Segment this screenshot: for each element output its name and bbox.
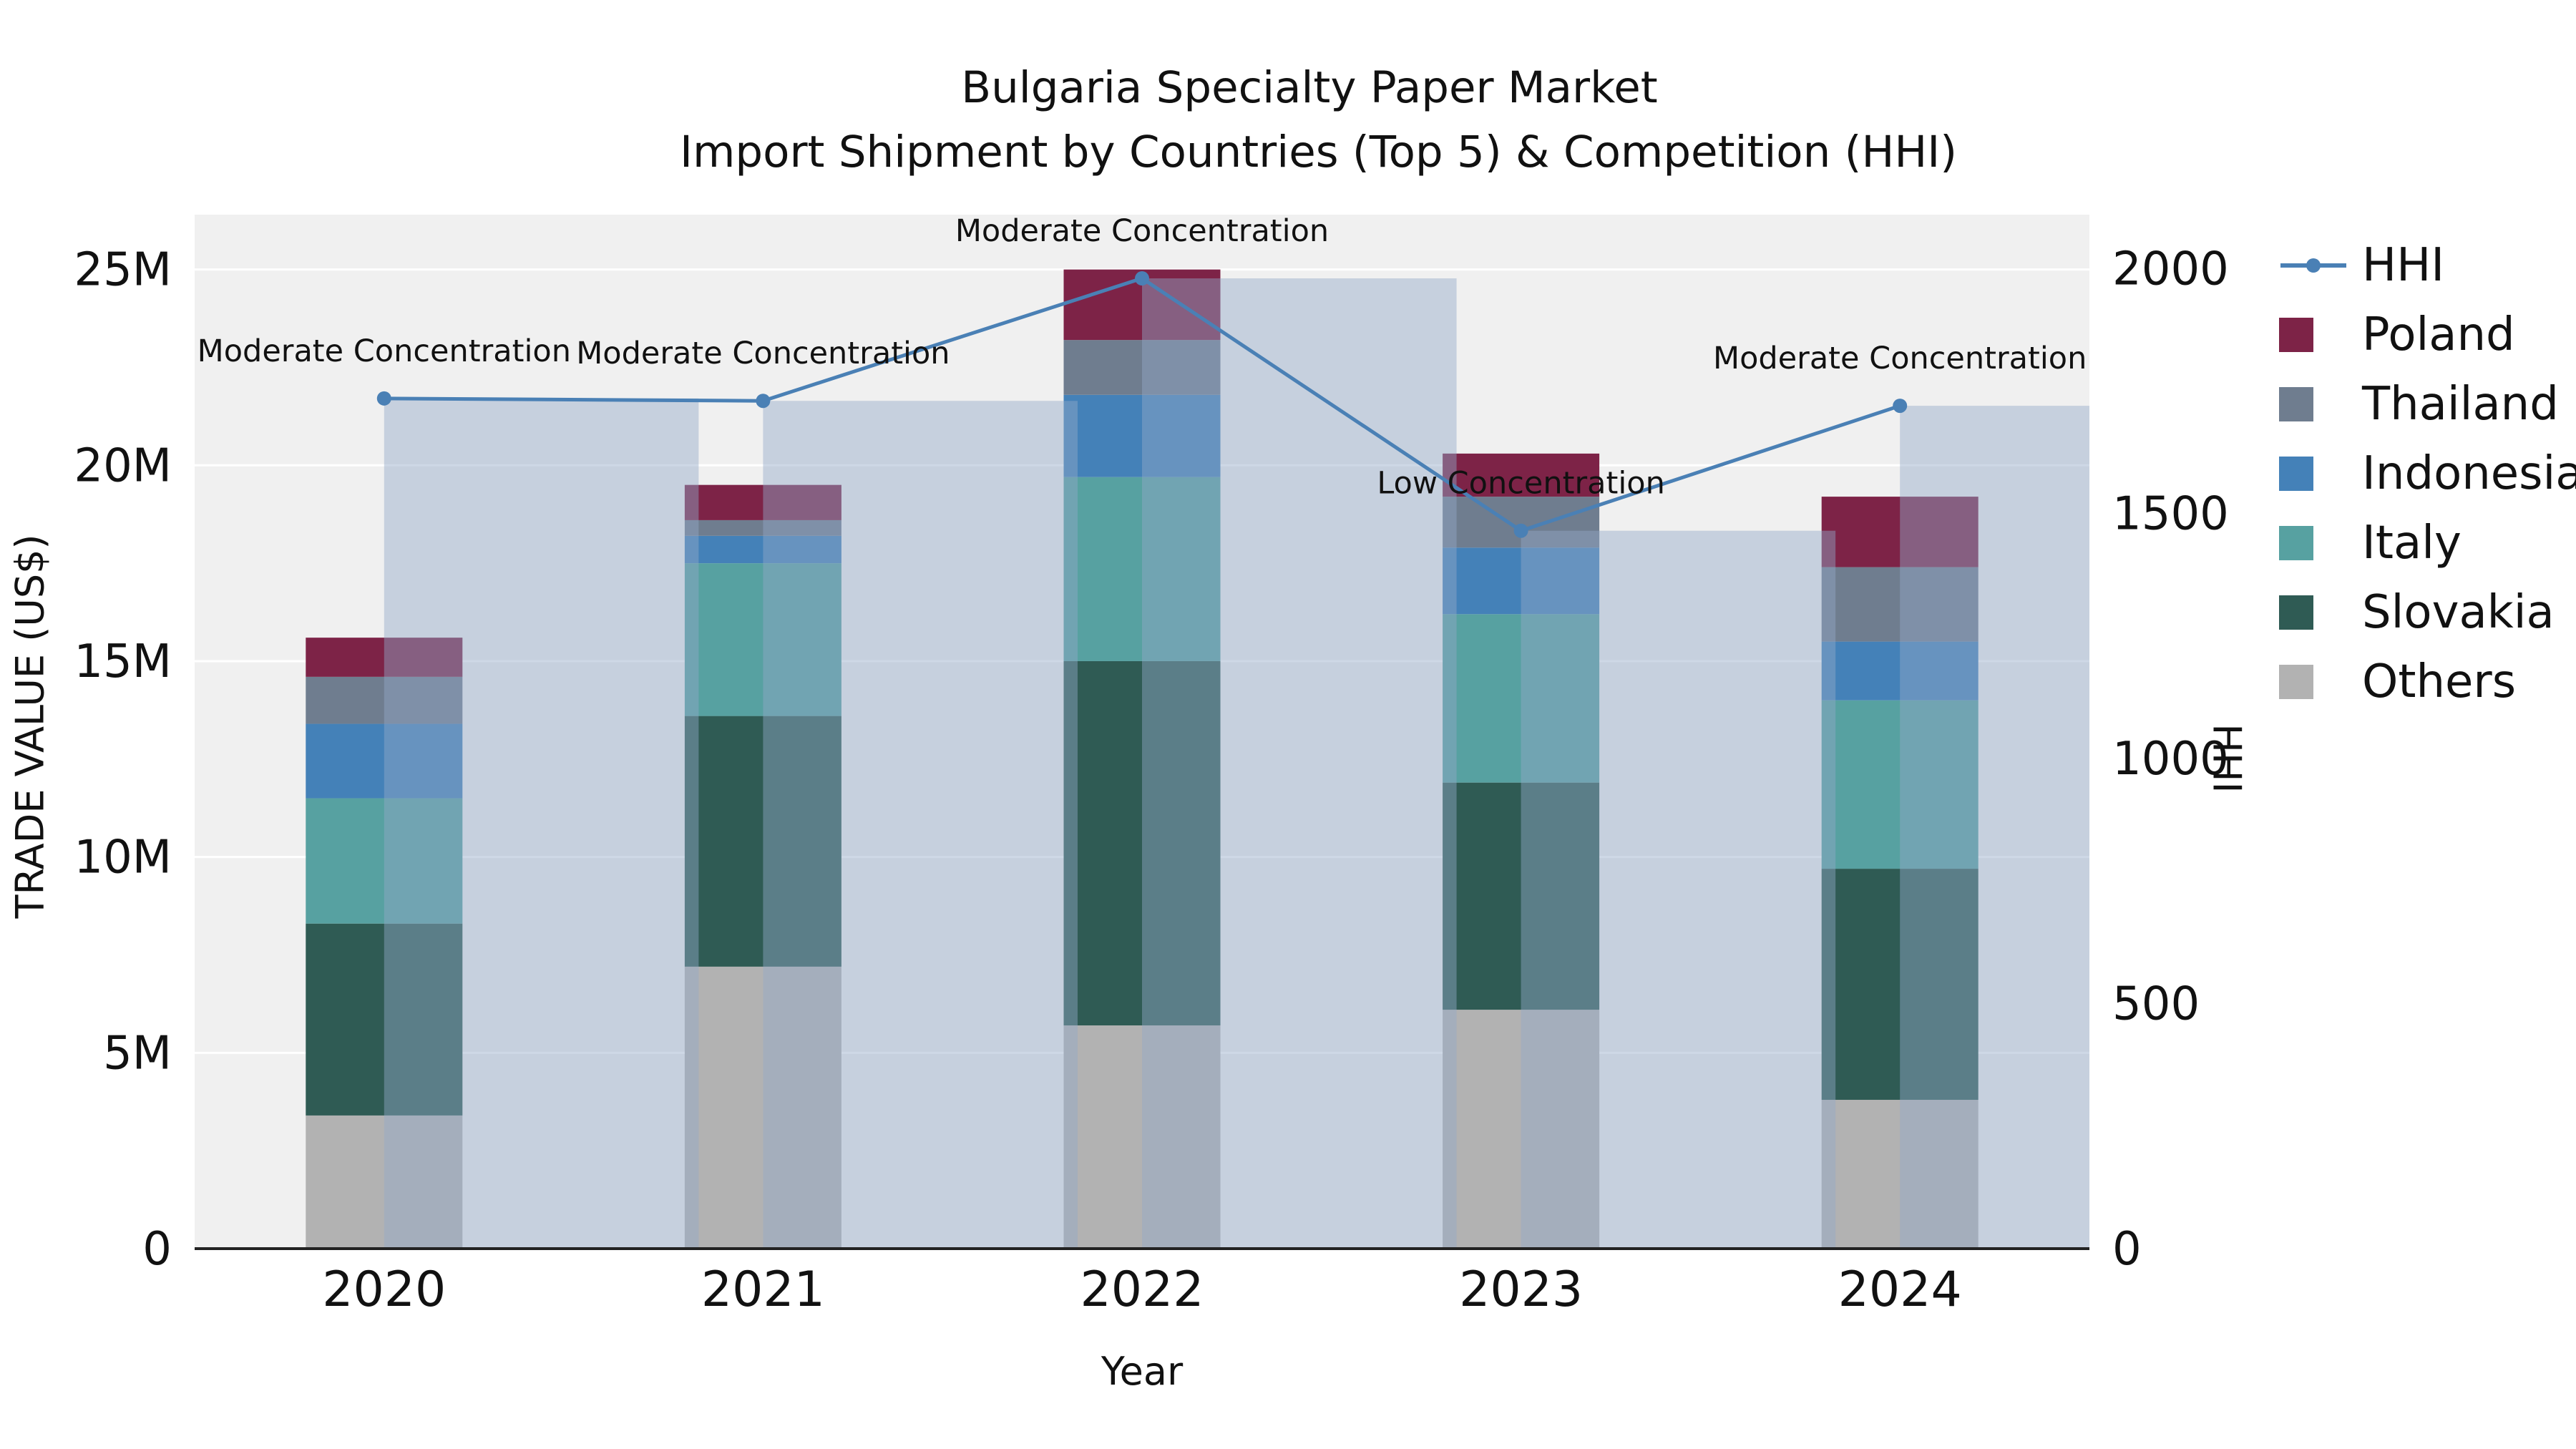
page-title: Bulgaria Specialty Paper Market Import S… (680, 56, 1957, 185)
legend-label: Others (2362, 655, 2517, 708)
x-tick-2022: 2022 (1080, 1262, 1204, 1318)
hhi-bar-2022 (1142, 278, 1457, 1249)
chart-title-line1: Bulgaria Specialty Paper Market (961, 62, 1658, 113)
y-left-tick: 0 (142, 1223, 172, 1276)
legend: HHI Poland Thailand Indonesia Italy Slovakia O… (2279, 230, 2576, 716)
x-tick-2021: 2021 (701, 1262, 825, 1318)
chart-title-line2: Import Shipment by Countries (Top 5) & C… (680, 127, 1957, 177)
legend-label: Slovakia (2362, 585, 2555, 639)
annotation-2024: Moderate Concentration (1713, 341, 2087, 376)
y-right-tick: 1500 (2112, 488, 2229, 541)
color-swatch (2279, 386, 2313, 421)
legend-label: HHI (2362, 238, 2445, 292)
hhi-marker-2024 (1893, 399, 1908, 414)
legend-item-thailand: Thailand (2279, 369, 2576, 439)
color-swatch (2279, 317, 2313, 352)
bar-2020-italy (306, 798, 463, 924)
bar-2021-others (684, 966, 841, 1249)
hhi-bar-2024 (1900, 406, 2089, 1249)
y-right-axis-title: HHI (2204, 723, 2250, 794)
x-axis-title: Year (1101, 1349, 1184, 1394)
y-right-tick: 1000 (2112, 733, 2229, 786)
hhi-line-icon (2279, 255, 2353, 276)
bar-2021-italy (684, 563, 841, 716)
bar-2022-italy (1063, 477, 1221, 661)
bar-2023-poland (1443, 453, 1600, 497)
legend-item-slovakia: Slovakia (2279, 577, 2576, 647)
bar-2021-indonesia (684, 535, 841, 564)
bar-2023-others (1443, 1010, 1600, 1249)
bar-2021-slovakia (684, 716, 841, 967)
italy-swatch-icon (2279, 525, 2353, 560)
y-left-tick: 25M (74, 244, 172, 297)
bar-2024-thailand (1821, 567, 1979, 642)
bar-2023-slovakia (1443, 782, 1600, 1010)
bar-2024-poland (1821, 497, 1979, 567)
bar-2020-thailand (306, 676, 463, 724)
hhi-bar-2023 (1521, 530, 1836, 1249)
bar-2021-thailand (684, 519, 841, 536)
y-right-tick: 0 (2112, 1223, 2142, 1276)
indonesia-swatch-icon (2279, 456, 2353, 491)
bar-2021-poland (684, 484, 841, 520)
bar-2023-thailand (1443, 497, 1600, 548)
bar-2023-indonesia (1443, 547, 1600, 615)
hhi-marker-2020 (376, 391, 391, 406)
bar-2020-indonesia (306, 723, 463, 799)
legend-item-indonesia: Indonesia (2279, 439, 2576, 508)
x-tick-2020: 2020 (322, 1262, 446, 1318)
slovakia-swatch-icon (2279, 595, 2353, 630)
y-left-axis-title: TRADE VALUE (US$) (7, 534, 53, 919)
y-right-tick: 500 (2112, 978, 2200, 1031)
bar-2022-indonesia (1063, 394, 1221, 477)
legend-item-others: Others (2279, 647, 2576, 716)
annotation-2020: Moderate Concentration (197, 333, 571, 369)
poland-swatch-icon (2279, 317, 2353, 352)
legend-item-hhi: HHI (2279, 230, 2576, 300)
hhi-marker-2022 (1135, 271, 1149, 286)
hhi-marker-2023 (1513, 523, 1528, 538)
hhi-marker-2021 (756, 394, 771, 409)
hhi-bar-2021 (763, 401, 1078, 1249)
bar-2020-slovakia (306, 923, 463, 1116)
annotation-2022: Moderate Concentration (955, 213, 1329, 249)
bar-2022-others (1063, 1025, 1221, 1249)
y-left-tick: 10M (74, 831, 172, 884)
bar-2022-slovakia (1063, 660, 1221, 1026)
legend-label: Italy (2362, 516, 2462, 570)
bar-2020-others (306, 1115, 463, 1249)
color-swatch (2279, 456, 2313, 491)
bar-2020-poland (306, 638, 463, 677)
bar-2024-slovakia (1821, 869, 1979, 1101)
x-tick-2023: 2023 (1459, 1262, 1583, 1318)
y-left-tick: 20M (74, 439, 172, 492)
bar-2024-indonesia (1821, 641, 1979, 701)
y-left-tick: 15M (74, 635, 172, 688)
others-swatch-icon (2279, 664, 2353, 699)
bar-2023-italy (1443, 614, 1600, 783)
legend-label: Poland (2362, 308, 2515, 361)
legend-item-poland: Poland (2279, 300, 2576, 369)
color-swatch (2279, 525, 2313, 560)
annotation-2021: Moderate Concentration (576, 336, 950, 371)
legend-label: Thailand (2362, 377, 2559, 431)
annotation-2023: Low Concentration (1377, 466, 1665, 502)
color-swatch (2279, 664, 2313, 699)
y-left-tick: 5M (103, 1027, 172, 1080)
legend-label: Indonesia (2362, 447, 2576, 500)
thailand-swatch-icon (2279, 386, 2353, 421)
legend-item-italy: Italy (2279, 508, 2576, 577)
color-swatch (2279, 595, 2313, 630)
bar-2022-thailand (1063, 340, 1221, 395)
bar-2024-others (1821, 1100, 1979, 1249)
x-tick-2024: 2024 (1838, 1262, 1962, 1318)
bar-2024-italy (1821, 700, 1979, 869)
hhi-bar-2020 (384, 398, 699, 1249)
y-right-tick: 2000 (2112, 243, 2229, 296)
